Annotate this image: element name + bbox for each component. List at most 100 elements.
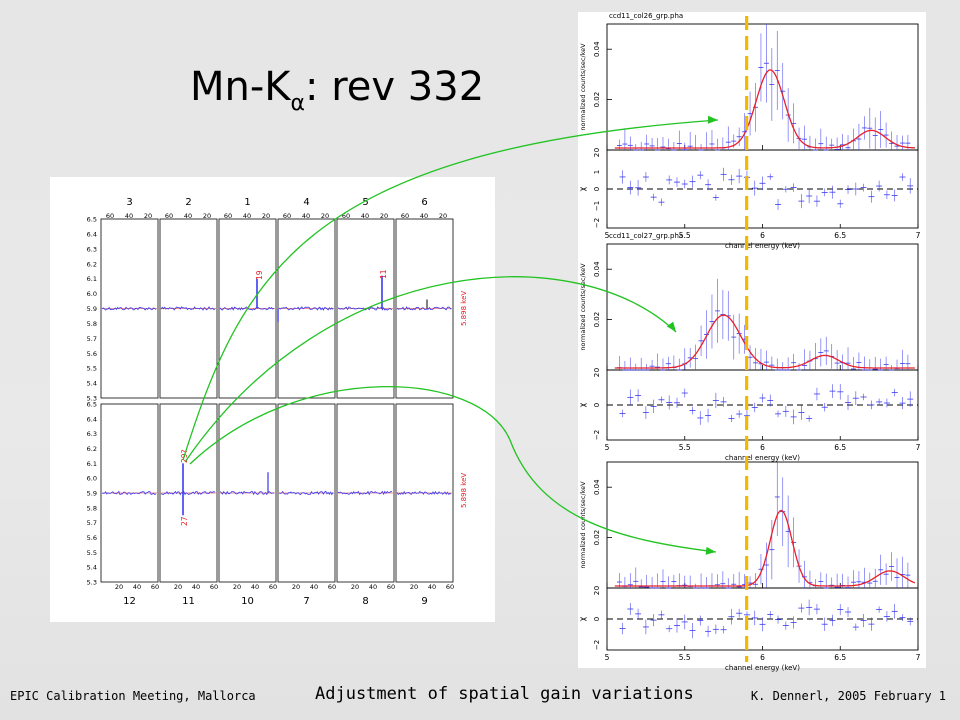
ccd-bottom-tick-label: 60 — [151, 583, 159, 591]
spectrum-xtick-label: 6.5 — [834, 231, 846, 240]
spectrum-model-curve — [614, 314, 915, 369]
ccd-column-trace — [219, 306, 275, 311]
ccd-top-tick-label: 40 — [302, 212, 310, 220]
spectrum-xlabel: channel energy (keV) — [725, 664, 800, 672]
spectrum-xtick-label: 6 — [760, 443, 765, 452]
ccd-bottom-ytick-label: 5.8 — [87, 504, 97, 512]
ccd-annotation: 5.898 keV — [460, 473, 468, 508]
spectrum-ytick-label: 0 — [593, 368, 601, 372]
ccd-top-ytick-label: 6.4 — [87, 230, 97, 238]
annotation-arrow — [189, 385, 717, 553]
ccd-bottom-tick-label: 40 — [369, 583, 377, 591]
ccd-bottom-ytick-label: 5.6 — [87, 534, 97, 542]
ccd-bottom-tick-label: 60 — [210, 583, 218, 591]
ccd-subpanel-frame — [336, 403, 395, 583]
ccd-bottom-ytick-label: 5.9 — [87, 490, 97, 498]
ccd-bottom-column-label: 7 — [303, 596, 309, 607]
spectrum-xtick-label: 5.5 — [679, 653, 691, 662]
spectrum-ytick-label: 0.04 — [593, 479, 601, 495]
ccd-subpanel-frame — [395, 403, 454, 583]
footer-center: Adjustment of spatial gain variations — [315, 684, 694, 704]
ccd-column-trace — [396, 490, 452, 496]
ccd-top-column-label: 4 — [303, 197, 309, 208]
ccd-annotation: 19 — [255, 270, 264, 280]
spectrum-xtick-label: 6.5 — [834, 653, 846, 662]
ccd-top-tick-label: 20 — [203, 212, 211, 220]
ccd-bottom-tick-label: 60 — [269, 583, 277, 591]
ccd-bottom-ytick-label: 6.1 — [87, 460, 97, 468]
title-main: Mn-K — [190, 64, 291, 110]
ccd-top-ytick-label: 5.4 — [87, 380, 97, 388]
ccd-top-tick-label: 40 — [184, 212, 192, 220]
ccd-top-column-label: 5 — [362, 197, 368, 208]
residual-ytick-label: 2 — [593, 153, 601, 157]
spectrum-xtick-label: 5.5 — [679, 231, 691, 240]
spectrum-ylabel: normalized counts/sec/keV — [579, 263, 587, 351]
ccd-top-ytick-label: 6.2 — [87, 260, 97, 268]
ccd-top-ytick-label: 6.5 — [87, 216, 97, 224]
ccd-bottom-tick-label: 60 — [387, 583, 395, 591]
ccd-column-trace — [219, 490, 275, 496]
ccd-annotation: 11 — [379, 269, 388, 279]
ccd-bottom-tick-label: 60 — [446, 583, 454, 591]
spectrum-ytick-label: 0.04 — [593, 41, 601, 57]
ccd-top-tick-label: 40 — [361, 212, 369, 220]
ccd-bottom-ytick-label: 5.4 — [87, 564, 97, 572]
ccd-bottom-ytick-label: 6.5 — [87, 401, 97, 409]
ccd-top-ytick-label: 5.6 — [87, 350, 97, 358]
spectrum-ytick-label: 0 — [593, 586, 601, 590]
residual-ytick-label: 0 — [593, 187, 601, 191]
spectrum-xtick-label: 6 — [760, 231, 765, 240]
residual-ytick-label: −2 — [593, 640, 601, 650]
ccd-top-tick-label: 60 — [283, 212, 291, 220]
ccd-top-tick-label: 60 — [224, 212, 232, 220]
ccd-top-tick-label: 40 — [243, 212, 251, 220]
spectrum-xtick-label: 5 — [605, 231, 610, 240]
ccd-top-column-label: 3 — [126, 197, 132, 208]
ccd-top-tick-label: 40 — [125, 212, 133, 220]
ccd-subpanel-frame — [100, 403, 159, 583]
annotation-arrowhead — [666, 321, 676, 332]
ccd-bottom-column-label: 8 — [362, 596, 368, 607]
title-subscript: α — [290, 91, 306, 116]
ccd-bottom-tick-label: 20 — [351, 583, 359, 591]
ccd-bottom-tick-label: 60 — [328, 583, 336, 591]
ccd-bottom-column-label: 11 — [182, 596, 195, 607]
ccd-bottom-tick-label: 20 — [292, 583, 300, 591]
footer-right: K. Dennerl, 2005 February 1 — [750, 689, 946, 703]
ccd-bottom-tick-label: 40 — [428, 583, 436, 591]
residual-ytick-label: 2 — [593, 591, 601, 595]
page-title: Mn-Kα: rev 332 — [190, 64, 484, 116]
annotation-arrowhead — [705, 546, 716, 555]
ccd-bottom-ytick-label: 5.7 — [87, 519, 97, 527]
ccd-bottom-ytick-label: 6.2 — [87, 445, 97, 453]
spectra-panel: ccd11_col26_grp.pha normalized counts/sec… — [578, 12, 926, 672]
ccd-column-trace — [337, 490, 393, 496]
spectrum-xtick-label: 6 — [760, 653, 765, 662]
ccd-bottom-column-label: 9 — [421, 596, 427, 607]
residual-ytick-label: 2 — [593, 373, 601, 377]
ccd-top-tick-label: 20 — [144, 212, 152, 220]
ccd-top-ytick-label: 5.8 — [87, 320, 97, 328]
ccd-bottom-tick-label: 40 — [310, 583, 318, 591]
ccd-top-column-label: 1 — [244, 197, 250, 208]
ccd-top-ytick-label: 5.5 — [87, 365, 97, 373]
spectrum-model-curve — [614, 509, 916, 587]
ccd-bottom-column-label: 12 — [123, 596, 136, 607]
ccd-column-trace — [101, 490, 157, 496]
ccd-subpanel-frame — [100, 218, 159, 399]
ccd-bottom-column-label: 10 — [241, 596, 254, 607]
ccd-top-tick-label: 60 — [106, 212, 114, 220]
ccd-subpanel-frame — [395, 218, 454, 399]
ccd-bottom-ytick-label: 5.3 — [87, 579, 97, 587]
residual-label: χ — [578, 402, 587, 407]
residual-ytick-label: 1 — [593, 170, 601, 174]
ccd-top-ytick-label: 6.0 — [87, 290, 97, 298]
ccd-bottom-tick-label: 40 — [251, 583, 259, 591]
residual-ytick-label: −2 — [593, 430, 601, 440]
ccd-column-trace — [278, 490, 334, 496]
ccd-column-trace — [278, 306, 334, 311]
residual-ytick-label: 0 — [593, 403, 601, 407]
